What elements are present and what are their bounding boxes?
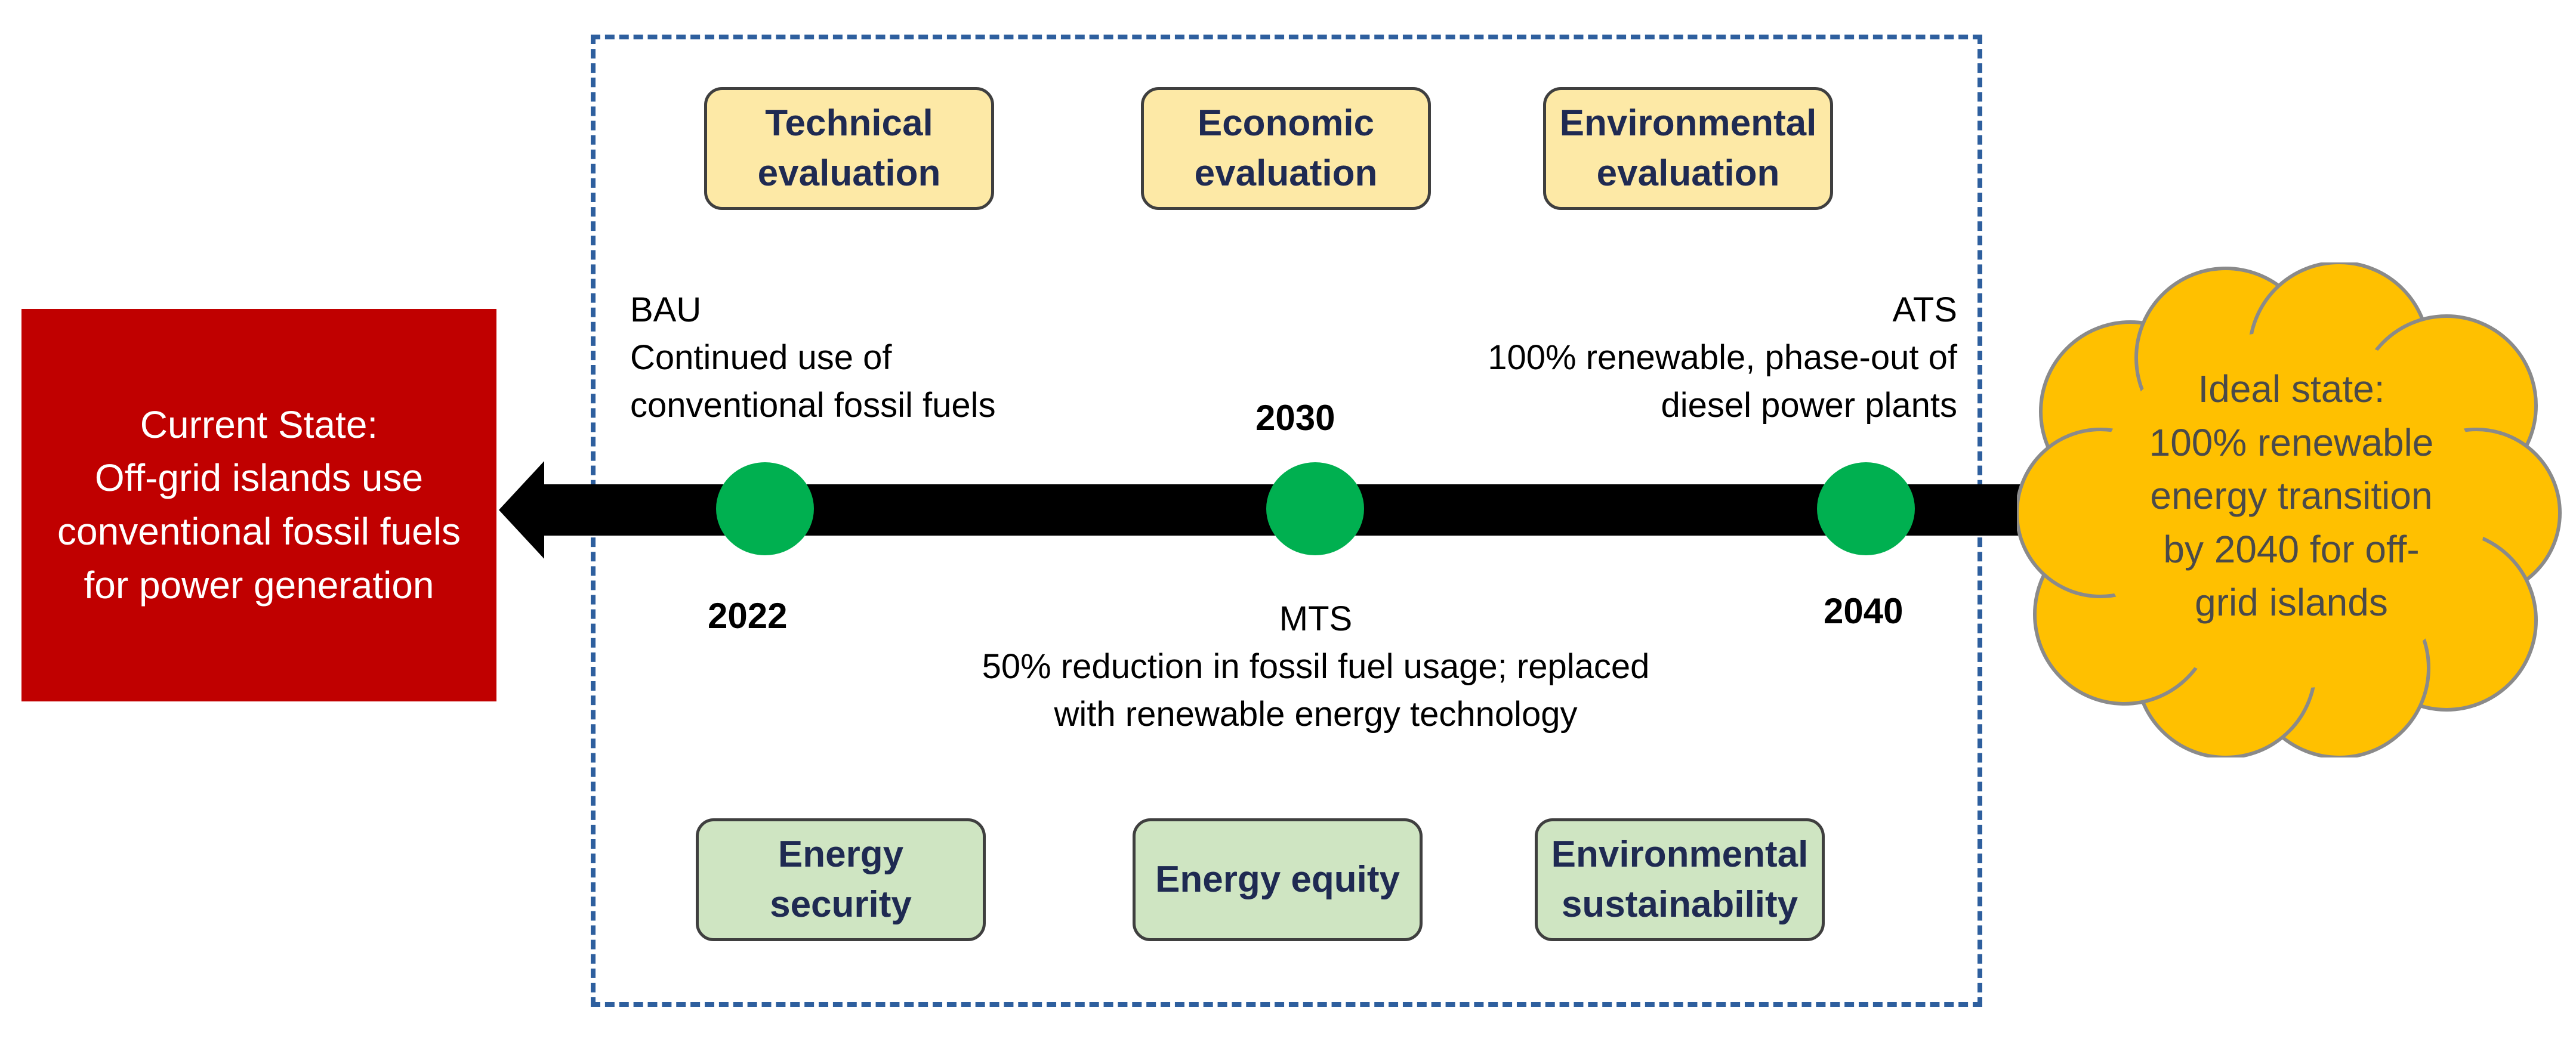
- environmental-sustainability-box: Environmental sustainability: [1535, 818, 1825, 941]
- year-2040: 2040: [1824, 591, 1904, 631]
- ats-text: ATS 100% renewable, phase-out of diesel …: [1444, 286, 1957, 429]
- technical-evaluation-box: Technical evaluation: [704, 87, 994, 210]
- current-state-box: Current State: Off-grid islands use conv…: [21, 309, 496, 701]
- economic-evaluation-box: Economic evaluation: [1141, 87, 1431, 210]
- year-2030: 2030: [1255, 398, 1335, 438]
- energy-security-label: Energy security: [770, 833, 912, 925]
- bau-name: BAU: [630, 290, 702, 329]
- energy-equity-box: Energy equity: [1133, 818, 1423, 941]
- current-state-label: Current State: Off-grid islands use conv…: [57, 403, 461, 607]
- technical-evaluation-label: Technical evaluation: [757, 102, 941, 194]
- year-2022: 2022: [708, 596, 788, 636]
- milestone-2040: [1817, 462, 1915, 555]
- mts-text: MTS 50% reduction in fossil fuel usage; …: [931, 595, 1701, 738]
- milestone-2030: [1266, 462, 1364, 555]
- bau-text: BAU Continued use of conventional fossil…: [630, 286, 996, 429]
- ats-description: 100% renewable, phase-out of diesel powe…: [1488, 338, 1957, 425]
- environmental-sustainability-label: Environmental sustainability: [1551, 833, 1809, 925]
- ats-name: ATS: [1892, 290, 1958, 329]
- ideal-state-label: Ideal state: 100% renewable energy trans…: [2149, 367, 2434, 624]
- environmental-evaluation-box: Environmental evaluation: [1543, 87, 1833, 210]
- mts-description: 50% reduction in fossil fuel usage; repl…: [982, 647, 1650, 734]
- economic-evaluation-label: Economic evaluation: [1194, 102, 1378, 194]
- timeline-arrowhead: [499, 461, 544, 559]
- mts-name: MTS: [1279, 599, 1353, 638]
- milestone-2022: [716, 462, 814, 555]
- ideal-state-cloud: [2017, 262, 2562, 757]
- energy-equity-label: Energy equity: [1155, 858, 1400, 900]
- energy-security-box: Energy security: [696, 818, 986, 941]
- environmental-evaluation-label: Environmental evaluation: [1559, 102, 1817, 194]
- bau-description: Continued use of conventional fossil fue…: [630, 338, 996, 425]
